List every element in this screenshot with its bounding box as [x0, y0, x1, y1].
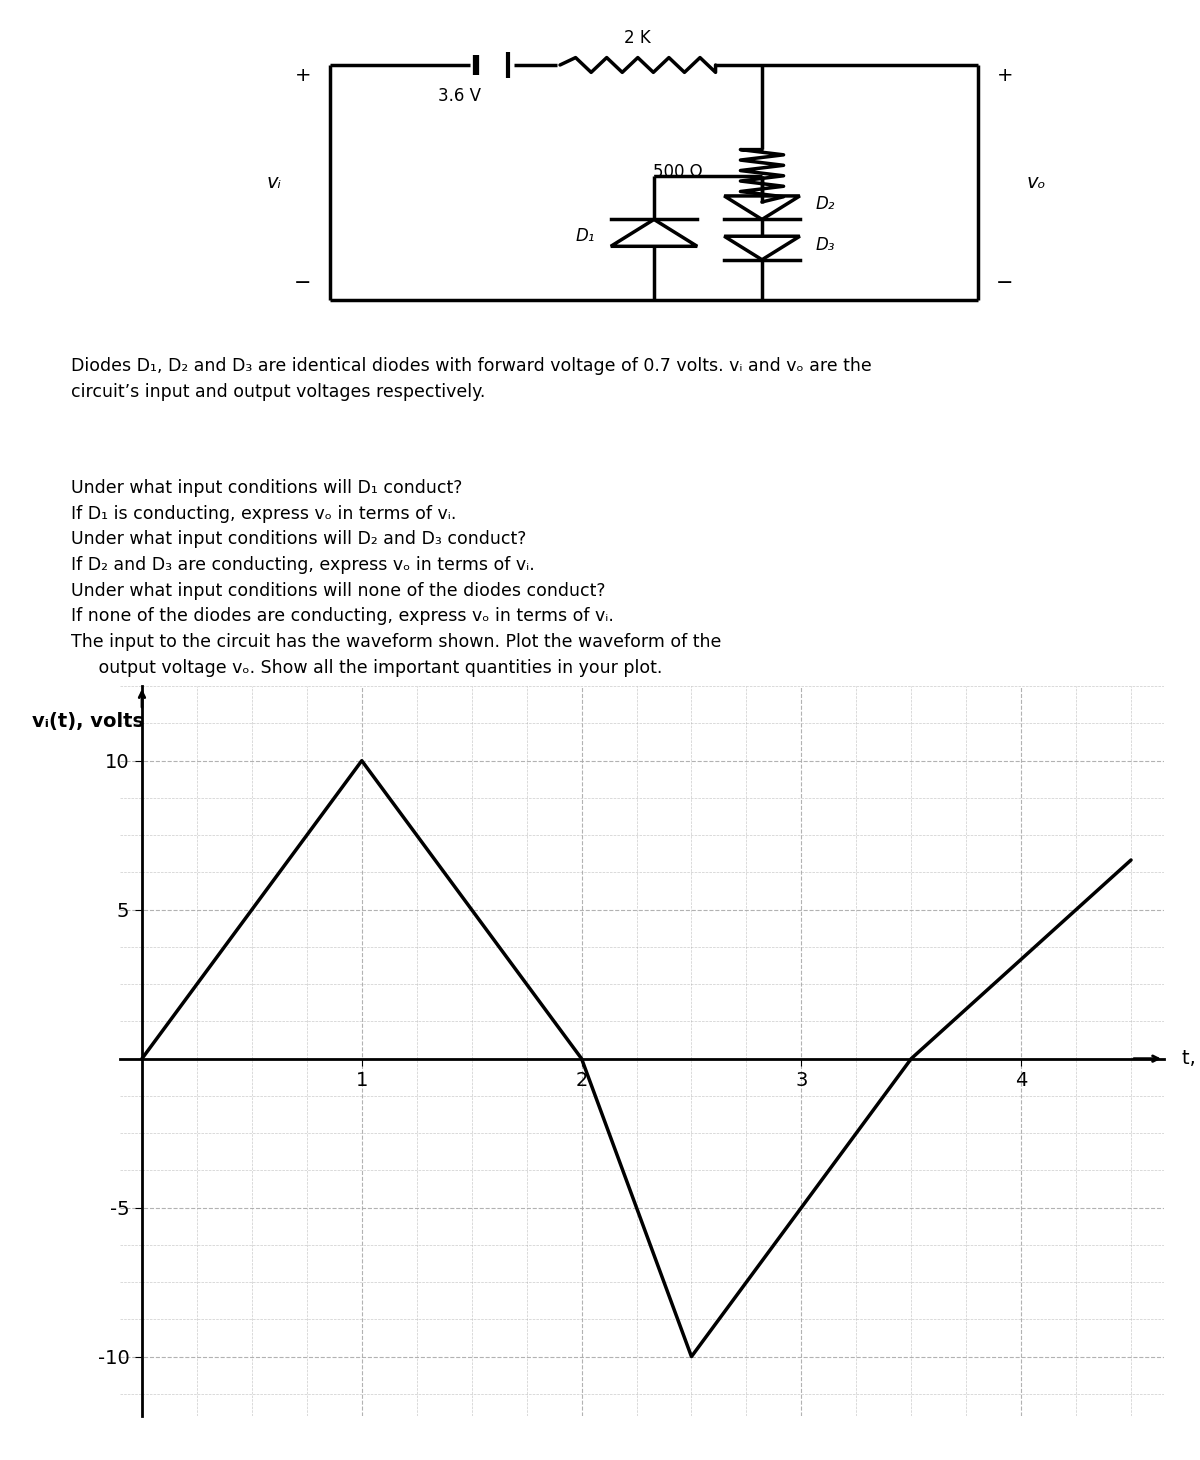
Text: D₂: D₂	[816, 196, 835, 213]
Text: Under what input conditions will D₁ conduct?
If D₁ is conducting, express vₒ in : Under what input conditions will D₁ cond…	[71, 479, 721, 677]
Text: t, sec: t, sec	[1182, 1050, 1200, 1069]
Text: 2 K: 2 K	[624, 29, 652, 47]
Text: +: +	[997, 66, 1013, 85]
Text: D₁: D₁	[575, 228, 595, 245]
Text: −: −	[996, 273, 1014, 293]
Text: D₃: D₃	[816, 235, 835, 254]
Text: vₒ: vₒ	[1026, 172, 1046, 193]
Text: vᵢ: vᵢ	[266, 172, 281, 193]
Text: −: −	[294, 273, 312, 293]
Text: 500 Ω: 500 Ω	[653, 164, 703, 181]
Text: vᵢ(t), volts: vᵢ(t), volts	[32, 712, 144, 731]
Text: 3.6 V: 3.6 V	[438, 86, 481, 105]
Text: Diodes D₁, D₂ and D₃ are identical diodes with forward voltage of 0.7 volts. vᵢ : Diodes D₁, D₂ and D₃ are identical diode…	[71, 356, 871, 402]
Text: +: +	[295, 66, 311, 85]
